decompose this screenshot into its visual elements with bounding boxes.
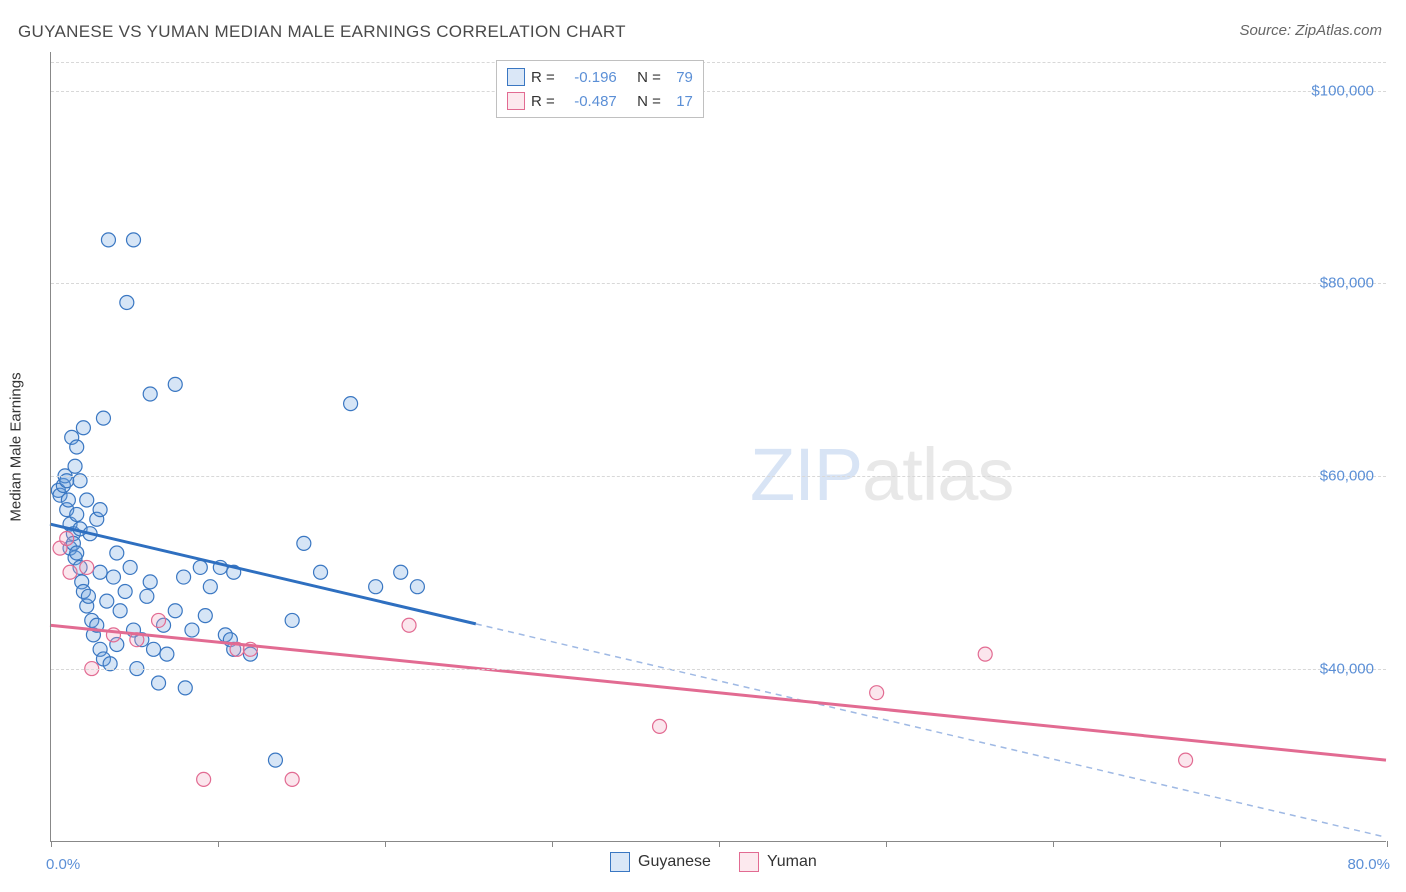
stats-row: R = -0.487 N = 17 xyxy=(507,89,693,113)
gridline xyxy=(51,283,1386,284)
source-attribution: Source: ZipAtlas.com xyxy=(1239,22,1382,39)
stat-value-n: 79 xyxy=(667,69,693,86)
plot-area: $40,000 $60,000 $80,000 $100,000 xyxy=(50,52,1386,842)
y-tick-label: $40,000 xyxy=(1320,660,1374,677)
x-axis-min-label: 0.0% xyxy=(46,856,80,873)
stat-value-r: -0.196 xyxy=(561,69,617,86)
stat-label-n: N = xyxy=(637,69,661,86)
y-tick-label: $60,000 xyxy=(1320,467,1374,484)
stat-value-r: -0.487 xyxy=(561,93,617,110)
y-tick-label: $100,000 xyxy=(1311,82,1374,99)
correlation-stats-box: R = -0.196 N = 79 R = -0.487 N = 17 xyxy=(496,60,704,118)
plot-container: ZIPatlas $40,000$60,000$80,000$100,000 R… xyxy=(50,52,1386,842)
gridline xyxy=(51,669,1386,670)
stat-label-r: R = xyxy=(531,93,555,110)
stat-label-n: N = xyxy=(637,93,661,110)
gridline xyxy=(51,62,1386,63)
gridline xyxy=(51,476,1386,477)
y-tick-label: $80,000 xyxy=(1320,275,1374,292)
x-axis-max-label: 80.0% xyxy=(1347,856,1390,873)
chart-title: GUYANESE VS YUMAN MEDIAN MALE EARNINGS C… xyxy=(18,22,626,42)
gridline xyxy=(51,91,1386,92)
stats-row: R = -0.196 N = 79 xyxy=(507,65,693,89)
stat-label-r: R = xyxy=(531,69,555,86)
legend-swatch xyxy=(507,68,525,86)
x-axis-labels: 0.0% 80.0% xyxy=(50,842,1386,882)
x-tick-mark xyxy=(1387,841,1388,847)
legend-swatch xyxy=(507,92,525,110)
stat-value-n: 17 xyxy=(667,93,693,110)
y-axis-label: Median Male Earnings xyxy=(8,372,25,521)
